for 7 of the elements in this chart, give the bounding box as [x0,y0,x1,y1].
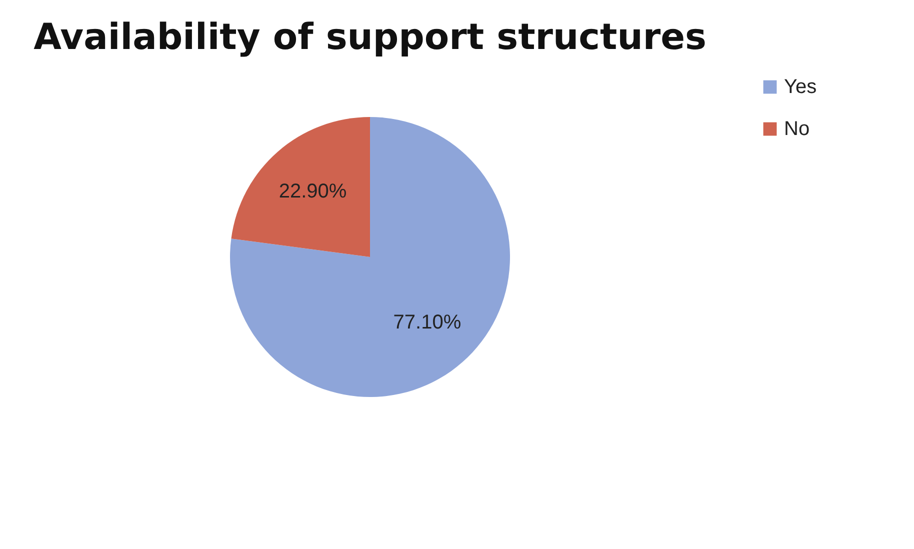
chart-title: Availability of support structures [34,17,706,58]
legend-label: Yes [784,76,817,98]
pie-slice [230,117,510,397]
pie-slice [231,117,370,257]
data-label: 77.10% [393,311,462,334]
data-label: 22.90% [278,180,347,203]
legend-label: No [784,118,810,140]
